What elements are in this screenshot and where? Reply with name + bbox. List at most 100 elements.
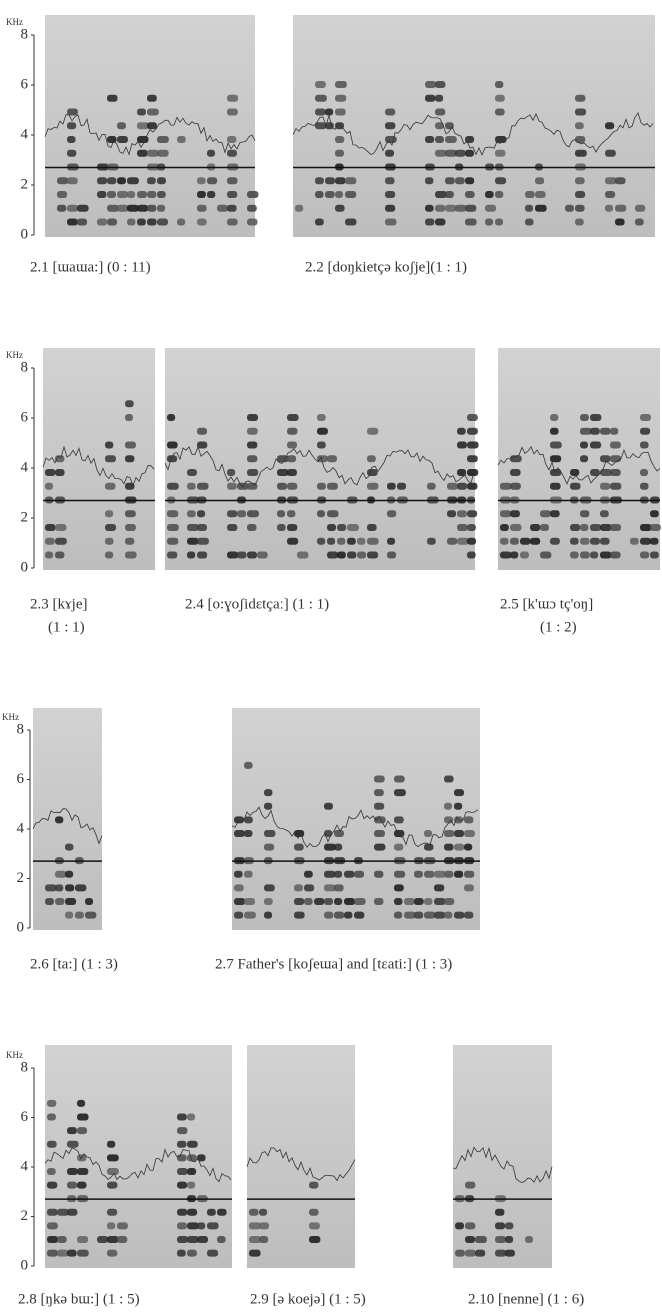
formant-band bbox=[347, 552, 356, 559]
formant-band bbox=[247, 524, 257, 531]
formant-band bbox=[540, 524, 549, 531]
formant-band bbox=[424, 830, 432, 837]
formant-band bbox=[187, 1182, 195, 1189]
caption: (1 : 1) bbox=[48, 619, 85, 635]
formant-band bbox=[237, 483, 249, 490]
spectrogram bbox=[232, 708, 480, 930]
formant-band bbox=[580, 442, 588, 449]
formant-band bbox=[465, 177, 474, 184]
formant-band bbox=[434, 898, 445, 905]
formant-band bbox=[605, 191, 615, 198]
formant-band bbox=[465, 191, 475, 198]
formant-band bbox=[117, 122, 126, 129]
formant-band bbox=[500, 538, 509, 545]
formant-band bbox=[45, 538, 55, 545]
formant-band bbox=[217, 1236, 226, 1243]
formant-band bbox=[55, 524, 67, 531]
formant-band bbox=[550, 428, 559, 435]
formant-band bbox=[385, 150, 394, 157]
tick-label: 6 bbox=[21, 76, 29, 92]
caption: 2.4 [o:ɣoʃidɛtçaː] (1 : 1) bbox=[185, 596, 329, 612]
formant-band bbox=[277, 510, 285, 517]
formant-band bbox=[455, 1222, 464, 1229]
formant-band bbox=[475, 1236, 487, 1243]
formant-band bbox=[207, 150, 215, 157]
formant-band bbox=[610, 524, 621, 531]
formant-band bbox=[187, 469, 197, 476]
formant-band bbox=[335, 95, 346, 102]
formant-band bbox=[227, 552, 238, 559]
formant-band bbox=[600, 524, 612, 531]
formant-band bbox=[147, 109, 159, 116]
formant-band bbox=[505, 1250, 515, 1257]
formant-band bbox=[125, 455, 134, 462]
formant-band bbox=[107, 95, 118, 102]
formant-band bbox=[277, 524, 286, 531]
formant-band bbox=[227, 219, 238, 226]
formant-band bbox=[117, 177, 126, 184]
formant-band bbox=[425, 136, 434, 143]
formant-band bbox=[465, 1222, 475, 1229]
formant-band bbox=[387, 483, 396, 490]
formant-band bbox=[335, 177, 346, 184]
formant-band bbox=[550, 442, 562, 449]
formant-band bbox=[259, 1222, 269, 1229]
formant-band bbox=[457, 469, 466, 476]
spectrogram-background bbox=[498, 348, 660, 570]
formant-band bbox=[304, 884, 314, 891]
formant-band bbox=[77, 1127, 87, 1134]
formant-band bbox=[57, 205, 66, 212]
formant-band bbox=[47, 1182, 57, 1189]
formant-band bbox=[367, 469, 378, 476]
spectrogram bbox=[165, 348, 479, 570]
formant-band bbox=[77, 1168, 88, 1175]
formant-band bbox=[177, 1182, 187, 1189]
formant-band bbox=[227, 150, 237, 157]
formant-band bbox=[67, 109, 78, 116]
formant-band bbox=[117, 191, 128, 198]
formant-band bbox=[55, 552, 64, 559]
formant-band bbox=[444, 844, 454, 851]
formant-band bbox=[485, 219, 493, 226]
formant-band bbox=[374, 789, 384, 796]
formant-band bbox=[55, 884, 63, 891]
formant-band bbox=[57, 177, 68, 184]
formant-band bbox=[197, 552, 207, 559]
formant-band bbox=[344, 898, 355, 905]
formant-band bbox=[444, 776, 454, 783]
formant-band bbox=[227, 177, 238, 184]
formant-band bbox=[525, 219, 534, 226]
formant-band bbox=[467, 552, 476, 559]
formant-band bbox=[295, 205, 303, 212]
formant-band bbox=[65, 898, 76, 905]
formant-band bbox=[77, 219, 87, 226]
formant-band bbox=[335, 205, 345, 212]
formant-band bbox=[287, 483, 297, 490]
formant-band bbox=[610, 552, 621, 559]
formant-band bbox=[167, 510, 178, 517]
formant-band bbox=[427, 538, 436, 545]
formant-band bbox=[315, 95, 327, 102]
formant-band bbox=[580, 538, 590, 545]
formant-band bbox=[334, 898, 342, 905]
formant-band bbox=[510, 524, 522, 531]
formant-band bbox=[75, 912, 84, 919]
formant-band bbox=[315, 191, 324, 198]
formant-band bbox=[425, 81, 436, 88]
formant-band bbox=[127, 219, 135, 226]
formant-band bbox=[540, 552, 551, 559]
formant-band bbox=[304, 898, 313, 905]
formant-band bbox=[97, 219, 107, 226]
formant-band bbox=[137, 150, 148, 157]
tick-label: 0 bbox=[21, 559, 29, 575]
formant-band bbox=[105, 538, 114, 545]
formant-band bbox=[520, 552, 529, 559]
formant-band bbox=[510, 483, 521, 490]
formant-band bbox=[640, 524, 652, 531]
formant-band bbox=[147, 191, 156, 198]
formant-band bbox=[535, 177, 544, 184]
formant-band bbox=[367, 524, 377, 531]
formant-band bbox=[580, 510, 589, 517]
formant-band bbox=[107, 1168, 119, 1175]
formant-band bbox=[317, 483, 326, 490]
